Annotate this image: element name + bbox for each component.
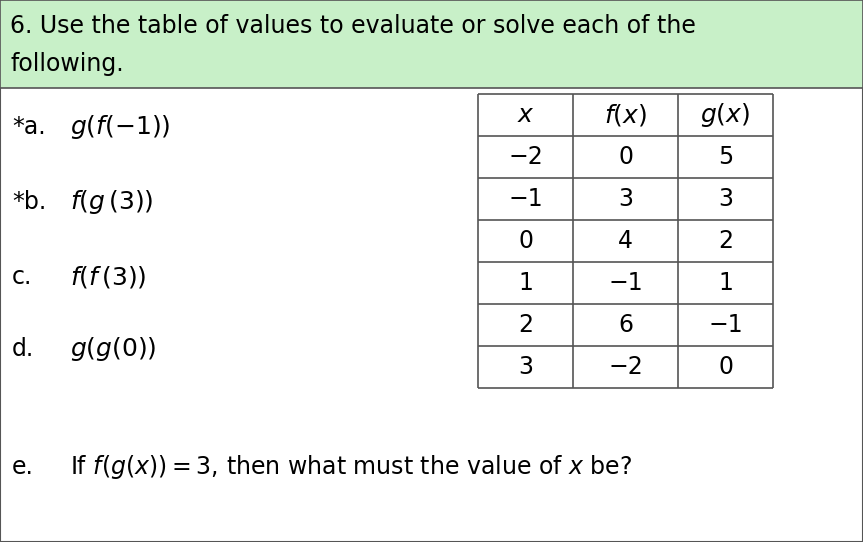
Text: 0: 0 (618, 145, 633, 169)
Text: If $f(g(x)) = 3$, then what must the value of $x$ be?: If $f(g(x)) = 3$, then what must the val… (70, 453, 633, 481)
Text: *a.: *a. (12, 115, 46, 139)
Text: 2: 2 (718, 229, 733, 253)
Text: e.: e. (12, 455, 34, 479)
Text: −2: −2 (608, 355, 643, 379)
Text: $\mathit{g}(\mathit{x})$: $\mathit{g}(\mathit{x})$ (701, 101, 751, 129)
Text: c.: c. (12, 265, 33, 289)
Text: 3: 3 (618, 187, 633, 211)
Text: −1: −1 (608, 271, 643, 295)
Text: −1: −1 (709, 313, 743, 337)
Text: 2: 2 (518, 313, 533, 337)
Text: 1: 1 (718, 271, 733, 295)
Text: 0: 0 (518, 229, 533, 253)
Text: 5: 5 (718, 145, 734, 169)
Text: d.: d. (12, 337, 35, 361)
Text: −2: −2 (508, 145, 543, 169)
Text: 1: 1 (518, 271, 533, 295)
Text: 6. Use the table of values to evaluate or solve each of the: 6. Use the table of values to evaluate o… (10, 14, 696, 38)
Text: *b.: *b. (12, 190, 47, 214)
Text: 0: 0 (718, 355, 733, 379)
Text: $g(f(-1))$: $g(f(-1))$ (70, 113, 170, 141)
Text: 3: 3 (518, 355, 533, 379)
Text: following.: following. (10, 52, 123, 76)
Text: $g(g(0))$: $g(g(0))$ (70, 335, 156, 363)
Text: −1: −1 (508, 187, 543, 211)
Text: 6: 6 (618, 313, 633, 337)
Text: $f(f\,(3))$: $f(f\,(3))$ (70, 264, 147, 290)
Text: $f(g\,(3))$: $f(g\,(3))$ (70, 188, 154, 216)
Bar (0, 0, 863, 88)
Text: 3: 3 (718, 187, 733, 211)
Text: 4: 4 (618, 229, 633, 253)
Text: $\mathit{x}$: $\mathit{x}$ (517, 103, 534, 127)
Text: $\mathit{f}(\mathit{x})$: $\mathit{f}(\mathit{x})$ (604, 102, 647, 128)
